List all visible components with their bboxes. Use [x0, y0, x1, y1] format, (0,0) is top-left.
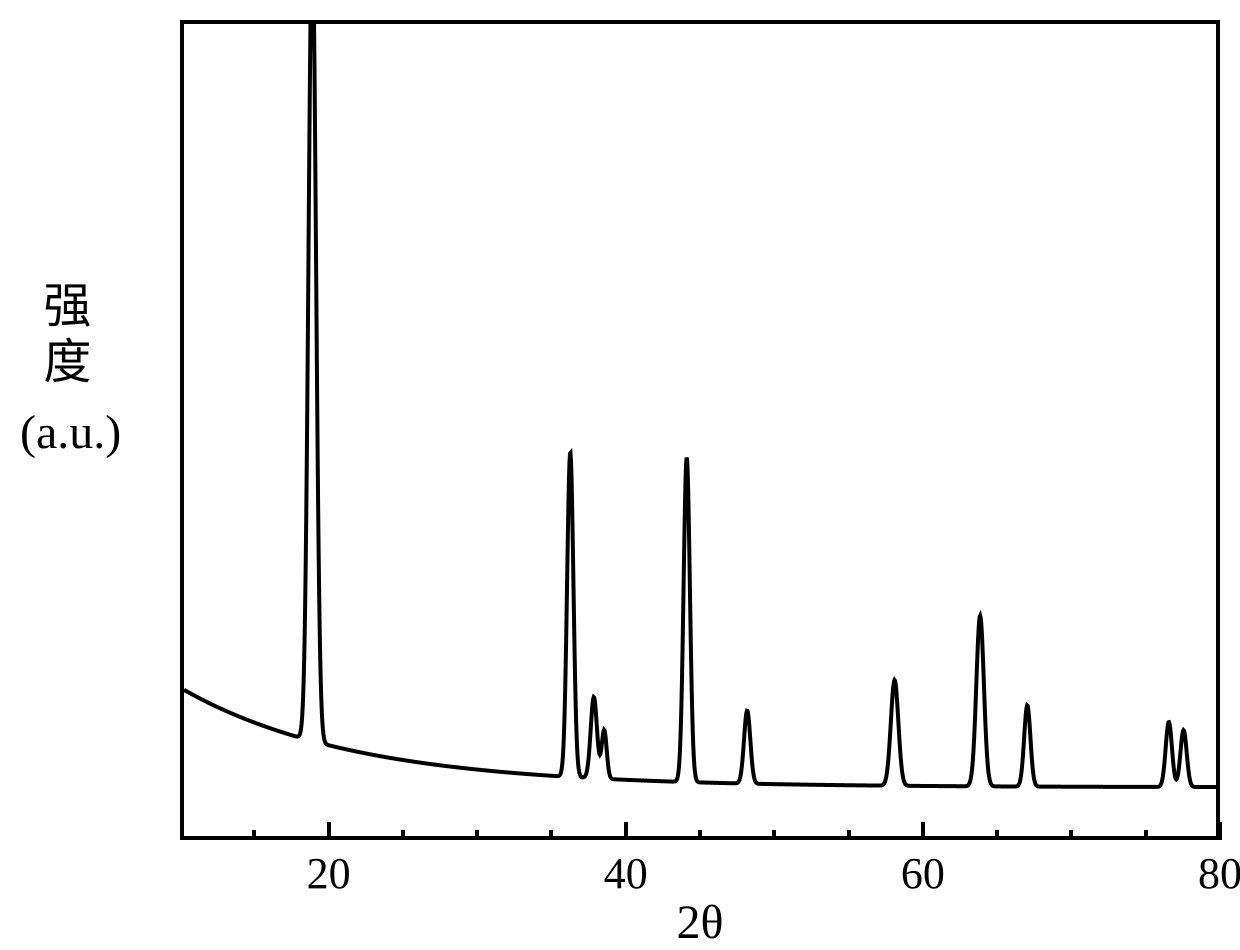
x-tick	[921, 822, 925, 840]
x-tick	[1218, 822, 1222, 840]
x-minor-tick	[252, 830, 256, 840]
x-minor-tick	[549, 830, 553, 840]
x-minor-tick	[995, 830, 999, 840]
y-axis-label: 强度 (a.u.)	[20, 280, 155, 464]
x-tick	[624, 822, 628, 840]
x-tick-label: 60	[901, 848, 945, 899]
x-minor-tick	[847, 830, 851, 840]
spectrum-line	[184, 24, 1216, 836]
y-label-chinese: 强度	[30, 280, 92, 392]
plot-area	[180, 20, 1220, 840]
x-tick-label: 40	[604, 848, 648, 899]
x-minor-tick	[1144, 830, 1148, 840]
spectrum-path	[184, 24, 1216, 787]
x-minor-tick	[401, 830, 405, 840]
x-tick-label: 80	[1198, 848, 1240, 899]
x-minor-tick	[475, 830, 479, 840]
x-minor-tick	[1069, 830, 1073, 840]
y-label-english: (a.u.)	[20, 402, 155, 464]
x-minor-tick	[698, 830, 702, 840]
xrd-chart: 强度 (a.u.) 2θ 20406080	[20, 20, 1220, 905]
x-axis-label: 2θ	[677, 895, 724, 950]
x-axis-ticks: 2θ 20406080	[180, 840, 1220, 940]
x-tick	[327, 822, 331, 840]
x-tick-label: 20	[307, 848, 351, 899]
x-minor-tick	[772, 830, 776, 840]
